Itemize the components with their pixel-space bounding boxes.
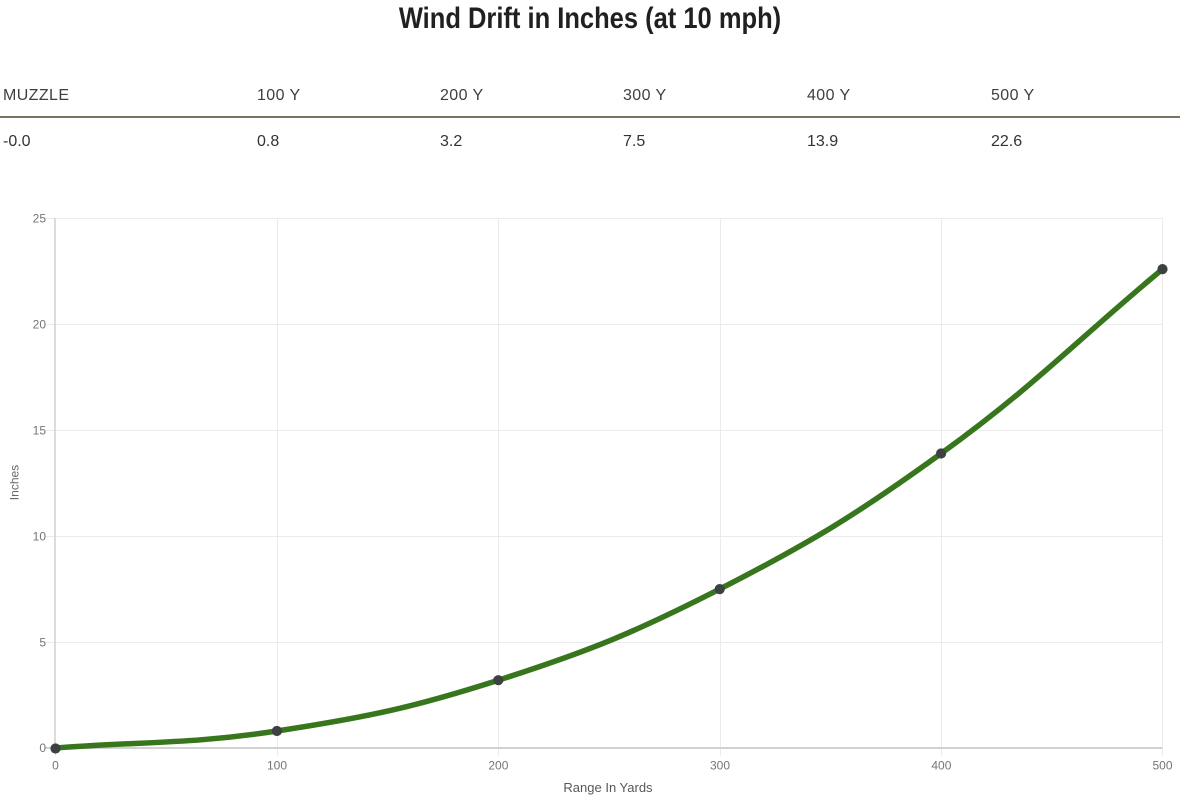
svg-text:100: 100	[267, 758, 287, 772]
svg-text:Inches: Inches	[7, 465, 21, 500]
svg-text:10: 10	[33, 530, 47, 544]
svg-text:15: 15	[33, 424, 47, 438]
svg-text:5: 5	[39, 636, 46, 650]
svg-text:25: 25	[33, 212, 47, 226]
svg-text:20: 20	[33, 318, 47, 332]
svg-text:500: 500	[1152, 758, 1172, 772]
svg-text:0: 0	[39, 741, 46, 755]
svg-text:0: 0	[52, 758, 59, 772]
svg-text:300: 300	[710, 758, 730, 772]
svg-text:400: 400	[931, 758, 951, 772]
svg-text:200: 200	[488, 758, 508, 772]
svg-text:Range In Yards: Range In Yards	[563, 780, 653, 795]
